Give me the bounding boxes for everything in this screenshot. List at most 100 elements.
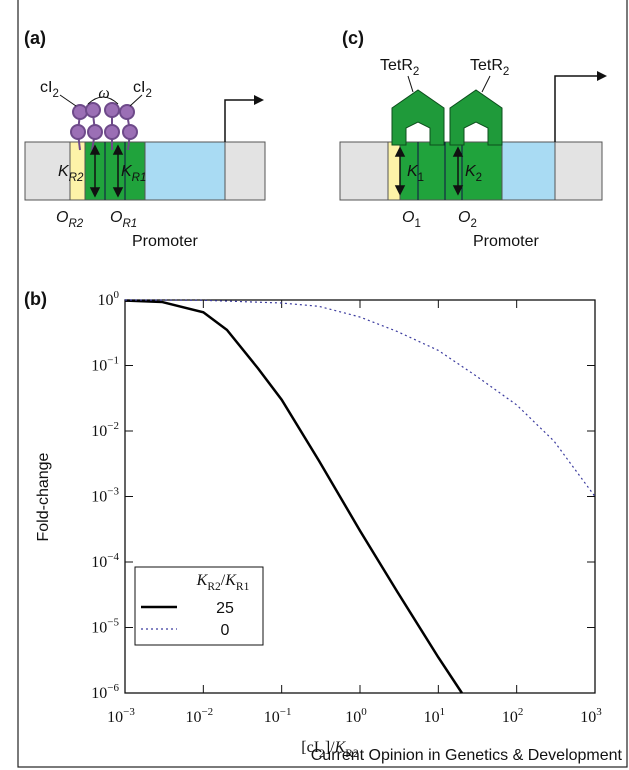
tick-label: 103 [580, 706, 602, 726]
binding-arrows [394, 146, 464, 196]
promoter-label: Promoter [473, 233, 539, 250]
operators [399, 141, 503, 201]
promoter-region [501, 141, 556, 201]
tick-base: 10 [91, 554, 107, 571]
text-part: K [196, 572, 209, 589]
tick-base: 10 [345, 709, 361, 726]
leader [129, 94, 143, 107]
tick-base: 10 [91, 489, 107, 506]
protein-label: TetR2 [470, 57, 509, 78]
arrow-head [597, 71, 607, 81]
tick-exponent: 0 [361, 706, 367, 718]
tick-base: 10 [502, 709, 518, 726]
text-part: cI [133, 79, 145, 96]
text-part: 2 [52, 88, 58, 100]
tick-label: 100 [98, 289, 120, 309]
text-part: R1 [132, 172, 147, 184]
tick-label: 10−4 [91, 551, 119, 571]
ci-dimers [70, 102, 138, 151]
panel-label: (a) [24, 28, 46, 48]
constant-label: K1 [407, 163, 424, 184]
panel-label: (c) [342, 28, 364, 48]
cooperativity-label: ω [98, 85, 109, 102]
promoter-arrow [554, 75, 600, 142]
operator-label: OR2 [56, 209, 84, 230]
tick-base: 10 [91, 423, 107, 440]
text-part: [cI [301, 739, 319, 756]
protein-label: TetR2 [380, 57, 419, 78]
text-part: 1 [418, 172, 424, 184]
tick-exponent: −5 [107, 617, 119, 629]
operator-label: O2 [458, 209, 477, 230]
text-part: 2 [470, 218, 476, 230]
y-axis-label: Fold-change [35, 452, 52, 541]
text-part: K [121, 163, 133, 180]
tick-exponent: −2 [201, 706, 213, 718]
binding-arrows [89, 144, 124, 198]
tick-base: 10 [91, 358, 107, 375]
leader [59, 94, 77, 107]
tick-base: 10 [98, 292, 114, 309]
panel-label: (b) [24, 289, 47, 309]
tick-label: 10−2 [185, 706, 213, 726]
constant-label: K2 [465, 163, 482, 184]
tick-label: 10−6 [91, 682, 119, 702]
tetr-dimer [449, 89, 503, 146]
tick-exponent: −3 [123, 706, 135, 718]
text-part: K [407, 163, 419, 180]
tick-base: 10 [580, 709, 596, 726]
text-part: K [465, 163, 477, 180]
tick-exponent: −2 [107, 420, 119, 432]
leader [481, 75, 491, 93]
text-part: O [110, 209, 122, 226]
promoter-label: Promoter [132, 233, 198, 250]
tick-base: 10 [264, 709, 280, 726]
text-part: 2 [145, 88, 151, 100]
tick-exponent: 0 [114, 289, 120, 301]
text-part: 2 [413, 66, 419, 78]
tick-base: 10 [91, 685, 107, 702]
x-axis-label: [cI2]/KR2 [301, 739, 359, 760]
text-part: 1 [414, 218, 420, 230]
text-part: K [224, 572, 237, 589]
text-part: R2 [69, 172, 84, 184]
tick-label: 10−1 [264, 706, 292, 726]
tick-exponent: −1 [280, 706, 292, 718]
text-part: 2 [476, 172, 482, 184]
series-line [124, 299, 463, 694]
tick-exponent: 2 [518, 706, 524, 718]
text-part: R2 [345, 748, 359, 760]
operator-label: OR1 [110, 209, 137, 230]
text-part: / [221, 572, 226, 589]
promoter-arrow [224, 99, 258, 142]
text-part: cI [40, 79, 52, 96]
tick-label: 10−5 [91, 617, 119, 637]
tick-exponent: 3 [596, 706, 602, 718]
operator-label: O1 [402, 209, 421, 230]
tick-exponent: −3 [107, 486, 119, 498]
text-part: ]/ [325, 739, 335, 756]
legend-title: KR2/KR1 [196, 572, 250, 593]
constant-label: KR2 [58, 163, 84, 184]
text-part: O [402, 209, 414, 226]
tick-exponent: −1 [107, 355, 119, 367]
tick-label: 102 [502, 706, 524, 726]
promoter-region [144, 141, 226, 201]
cooperativity-arc [87, 96, 119, 105]
tick-label: 10−2 [91, 420, 119, 440]
leader [407, 75, 414, 93]
protein-label: cI2 [133, 79, 152, 100]
operator-weak [69, 141, 86, 201]
tick-label: 101 [424, 706, 446, 726]
tick-exponent: −4 [107, 551, 119, 563]
text-part: TetR [380, 57, 413, 74]
constant-label: KR1 [121, 163, 146, 184]
figure-frame [17, 0, 628, 768]
text-part: R1 [122, 218, 137, 230]
text-part: R2 [207, 581, 221, 593]
text-part: 2 [319, 748, 325, 760]
tick-label: 10−3 [91, 486, 119, 506]
legend-label: 0 [221, 622, 230, 639]
text-part: TetR [470, 57, 503, 74]
tick-exponent: 1 [440, 706, 446, 718]
